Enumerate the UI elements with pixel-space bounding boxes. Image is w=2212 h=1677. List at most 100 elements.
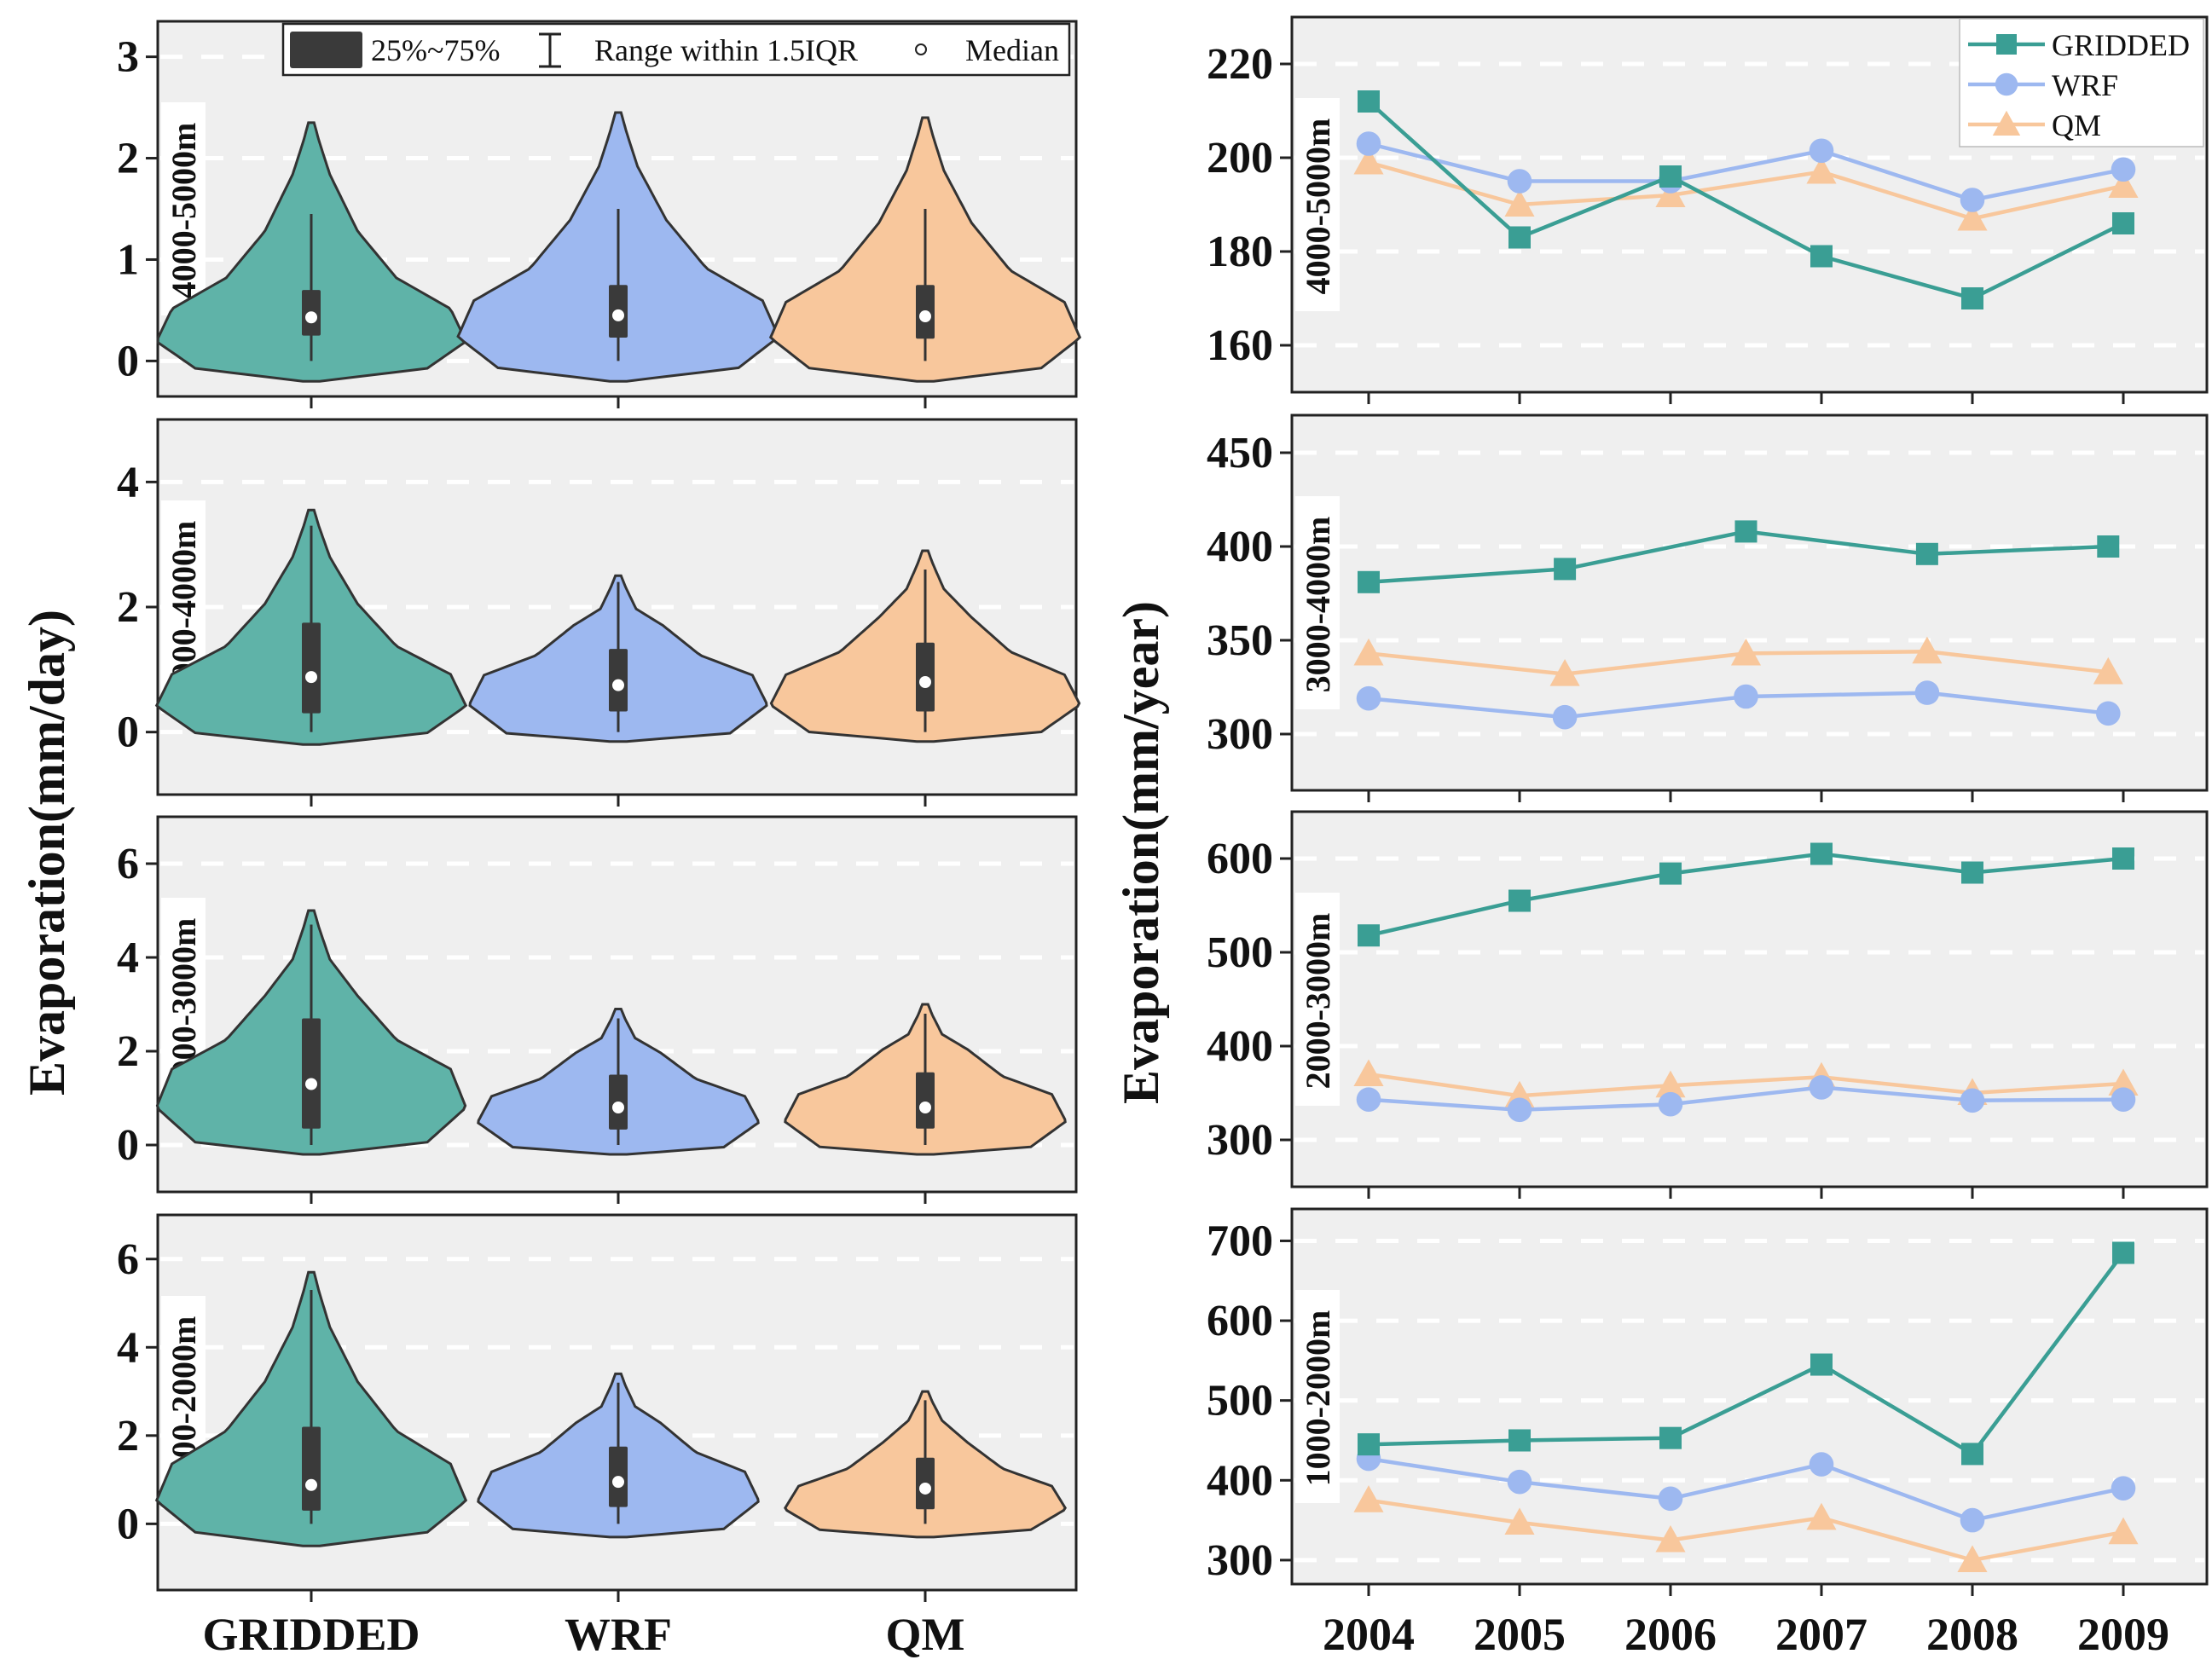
left-y-axis-title: Evaporation(mm/day)	[19, 610, 75, 1096]
circle-marker	[2096, 701, 2121, 726]
triangle-marker	[2108, 1068, 2139, 1096]
right-y-axis-title: Evaporation(mm/year)	[1113, 601, 1169, 1104]
triangle-marker	[1353, 147, 1384, 175]
band-label-background	[1295, 98, 1340, 311]
circle-marker	[1809, 138, 1834, 164]
median-dot	[919, 676, 931, 688]
circle-marker	[1507, 1097, 1532, 1123]
triangle-marker	[1549, 659, 1580, 686]
y-tick-label: 600	[1207, 1297, 1273, 1345]
line-panel: 300 400 500 600 700 1000-2000m	[1207, 1207, 2209, 1596]
triangle-marker	[1912, 636, 1943, 664]
y-tick-label: 200	[1207, 134, 1273, 182]
triangle-marker	[1730, 638, 1762, 666]
y-tick-label: 2	[117, 583, 139, 632]
square-marker	[1734, 520, 1757, 543]
circle-marker	[1356, 685, 1381, 711]
circle-marker	[1995, 72, 2018, 96]
triangle-marker	[1806, 156, 1837, 184]
circle-marker	[1507, 169, 1532, 194]
series-line-wrf	[1368, 1456, 2124, 1523]
series-line-gridded	[1368, 1252, 2125, 1457]
triangle-marker	[2093, 656, 2123, 685]
panel-background	[1290, 1207, 2209, 1586]
square-marker	[1915, 542, 1938, 565]
median-dot	[612, 1102, 624, 1113]
square-marker	[1810, 1353, 1833, 1376]
triangle-marker	[1655, 1524, 1686, 1553]
y-tick-label: 500	[1207, 928, 1273, 977]
y-tick-label: 0	[117, 337, 139, 385]
triangle-marker	[1353, 638, 1384, 666]
y-tick-label: 0	[117, 1121, 139, 1170]
circle-marker	[1809, 1075, 1834, 1100]
series-line-gridded	[1367, 100, 2125, 301]
y-tick-label: 400	[1207, 1022, 1273, 1071]
legend-box-label: 25%~75%	[371, 33, 500, 67]
circle-marker	[1356, 1087, 1381, 1112]
legend-entry-label: QM	[2052, 108, 2101, 142]
y-tick-label: 4	[117, 1323, 139, 1372]
legend-frame	[281, 22, 1071, 77]
y-tick-label: 600	[1207, 835, 1273, 883]
y-tick-label: 2	[117, 1412, 139, 1460]
circle-marker	[1658, 1091, 1683, 1117]
violin-panel: 0 1 2 3 4000-5000m	[117, 20, 1082, 398]
panel-background	[1290, 413, 2209, 792]
legend-box-swatch	[290, 32, 362, 68]
y-tick-label: 300	[1207, 1536, 1273, 1585]
y-tick-label: 450	[1207, 429, 1273, 477]
y-tick-label: 0	[117, 1500, 139, 1548]
band-label-background	[1295, 893, 1340, 1106]
y-tick-label: 3	[117, 33, 139, 82]
y-tick-label: 0	[117, 708, 139, 757]
triangle-marker	[1655, 1070, 1686, 1098]
square-marker	[1554, 558, 1577, 581]
circle-marker	[2111, 1087, 2136, 1112]
square-marker	[1358, 1433, 1380, 1456]
year-label: 2005	[1474, 1609, 1566, 1660]
y-tick-label: 4	[117, 458, 139, 506]
triangle-marker	[1992, 110, 2021, 136]
y-tick-label: 500	[1207, 1377, 1273, 1425]
year-label: 2007	[1775, 1609, 1867, 1660]
line-chart-group: 160 180 200 220 4000-5000m 300 350 400 450 3000-4…	[1207, 15, 2209, 1660]
square-marker	[1810, 245, 1833, 268]
y-tick-label: 160	[1207, 321, 1273, 370]
band-label-background	[1295, 1290, 1340, 1503]
y-tick-label: 2	[117, 135, 139, 183]
median-dot	[919, 310, 931, 323]
triangle-marker	[2108, 171, 2139, 199]
category-label: WRF	[565, 1609, 672, 1660]
band-label: 3000-4000m	[1299, 517, 1337, 693]
y-tick-label: 2	[117, 1027, 139, 1076]
band-label: 1000-2000m	[1299, 1310, 1337, 1487]
y-tick-label: 6	[117, 840, 139, 888]
y-tick-label: 400	[1207, 523, 1273, 571]
triangle-marker	[1353, 1485, 1384, 1512]
series-line-gridded	[1368, 852, 2124, 938]
circle-marker	[1960, 1507, 1985, 1533]
line-panel: 300 400 500 600 2000-3000m	[1207, 810, 2209, 1199]
square-marker	[2097, 535, 2120, 558]
square-marker	[1659, 165, 1682, 188]
median-dot	[305, 1078, 317, 1090]
y-tick-label: 4	[117, 934, 139, 982]
median-dot	[612, 309, 624, 321]
median-dot	[612, 1476, 624, 1489]
legend-median-swatch	[915, 43, 927, 55]
circle-marker	[1356, 131, 1381, 156]
y-tick-label: 1	[117, 235, 139, 284]
triangle-marker	[1806, 1502, 1837, 1530]
triangle-marker	[1504, 189, 1535, 217]
circle-marker	[1914, 680, 1940, 705]
circle-marker	[1960, 1088, 1985, 1113]
series-line-qm	[1368, 160, 2124, 221]
median-dot	[305, 311, 317, 324]
square-marker	[1810, 842, 1833, 865]
year-label: 2009	[2077, 1609, 2169, 1660]
median-dot	[612, 679, 624, 691]
